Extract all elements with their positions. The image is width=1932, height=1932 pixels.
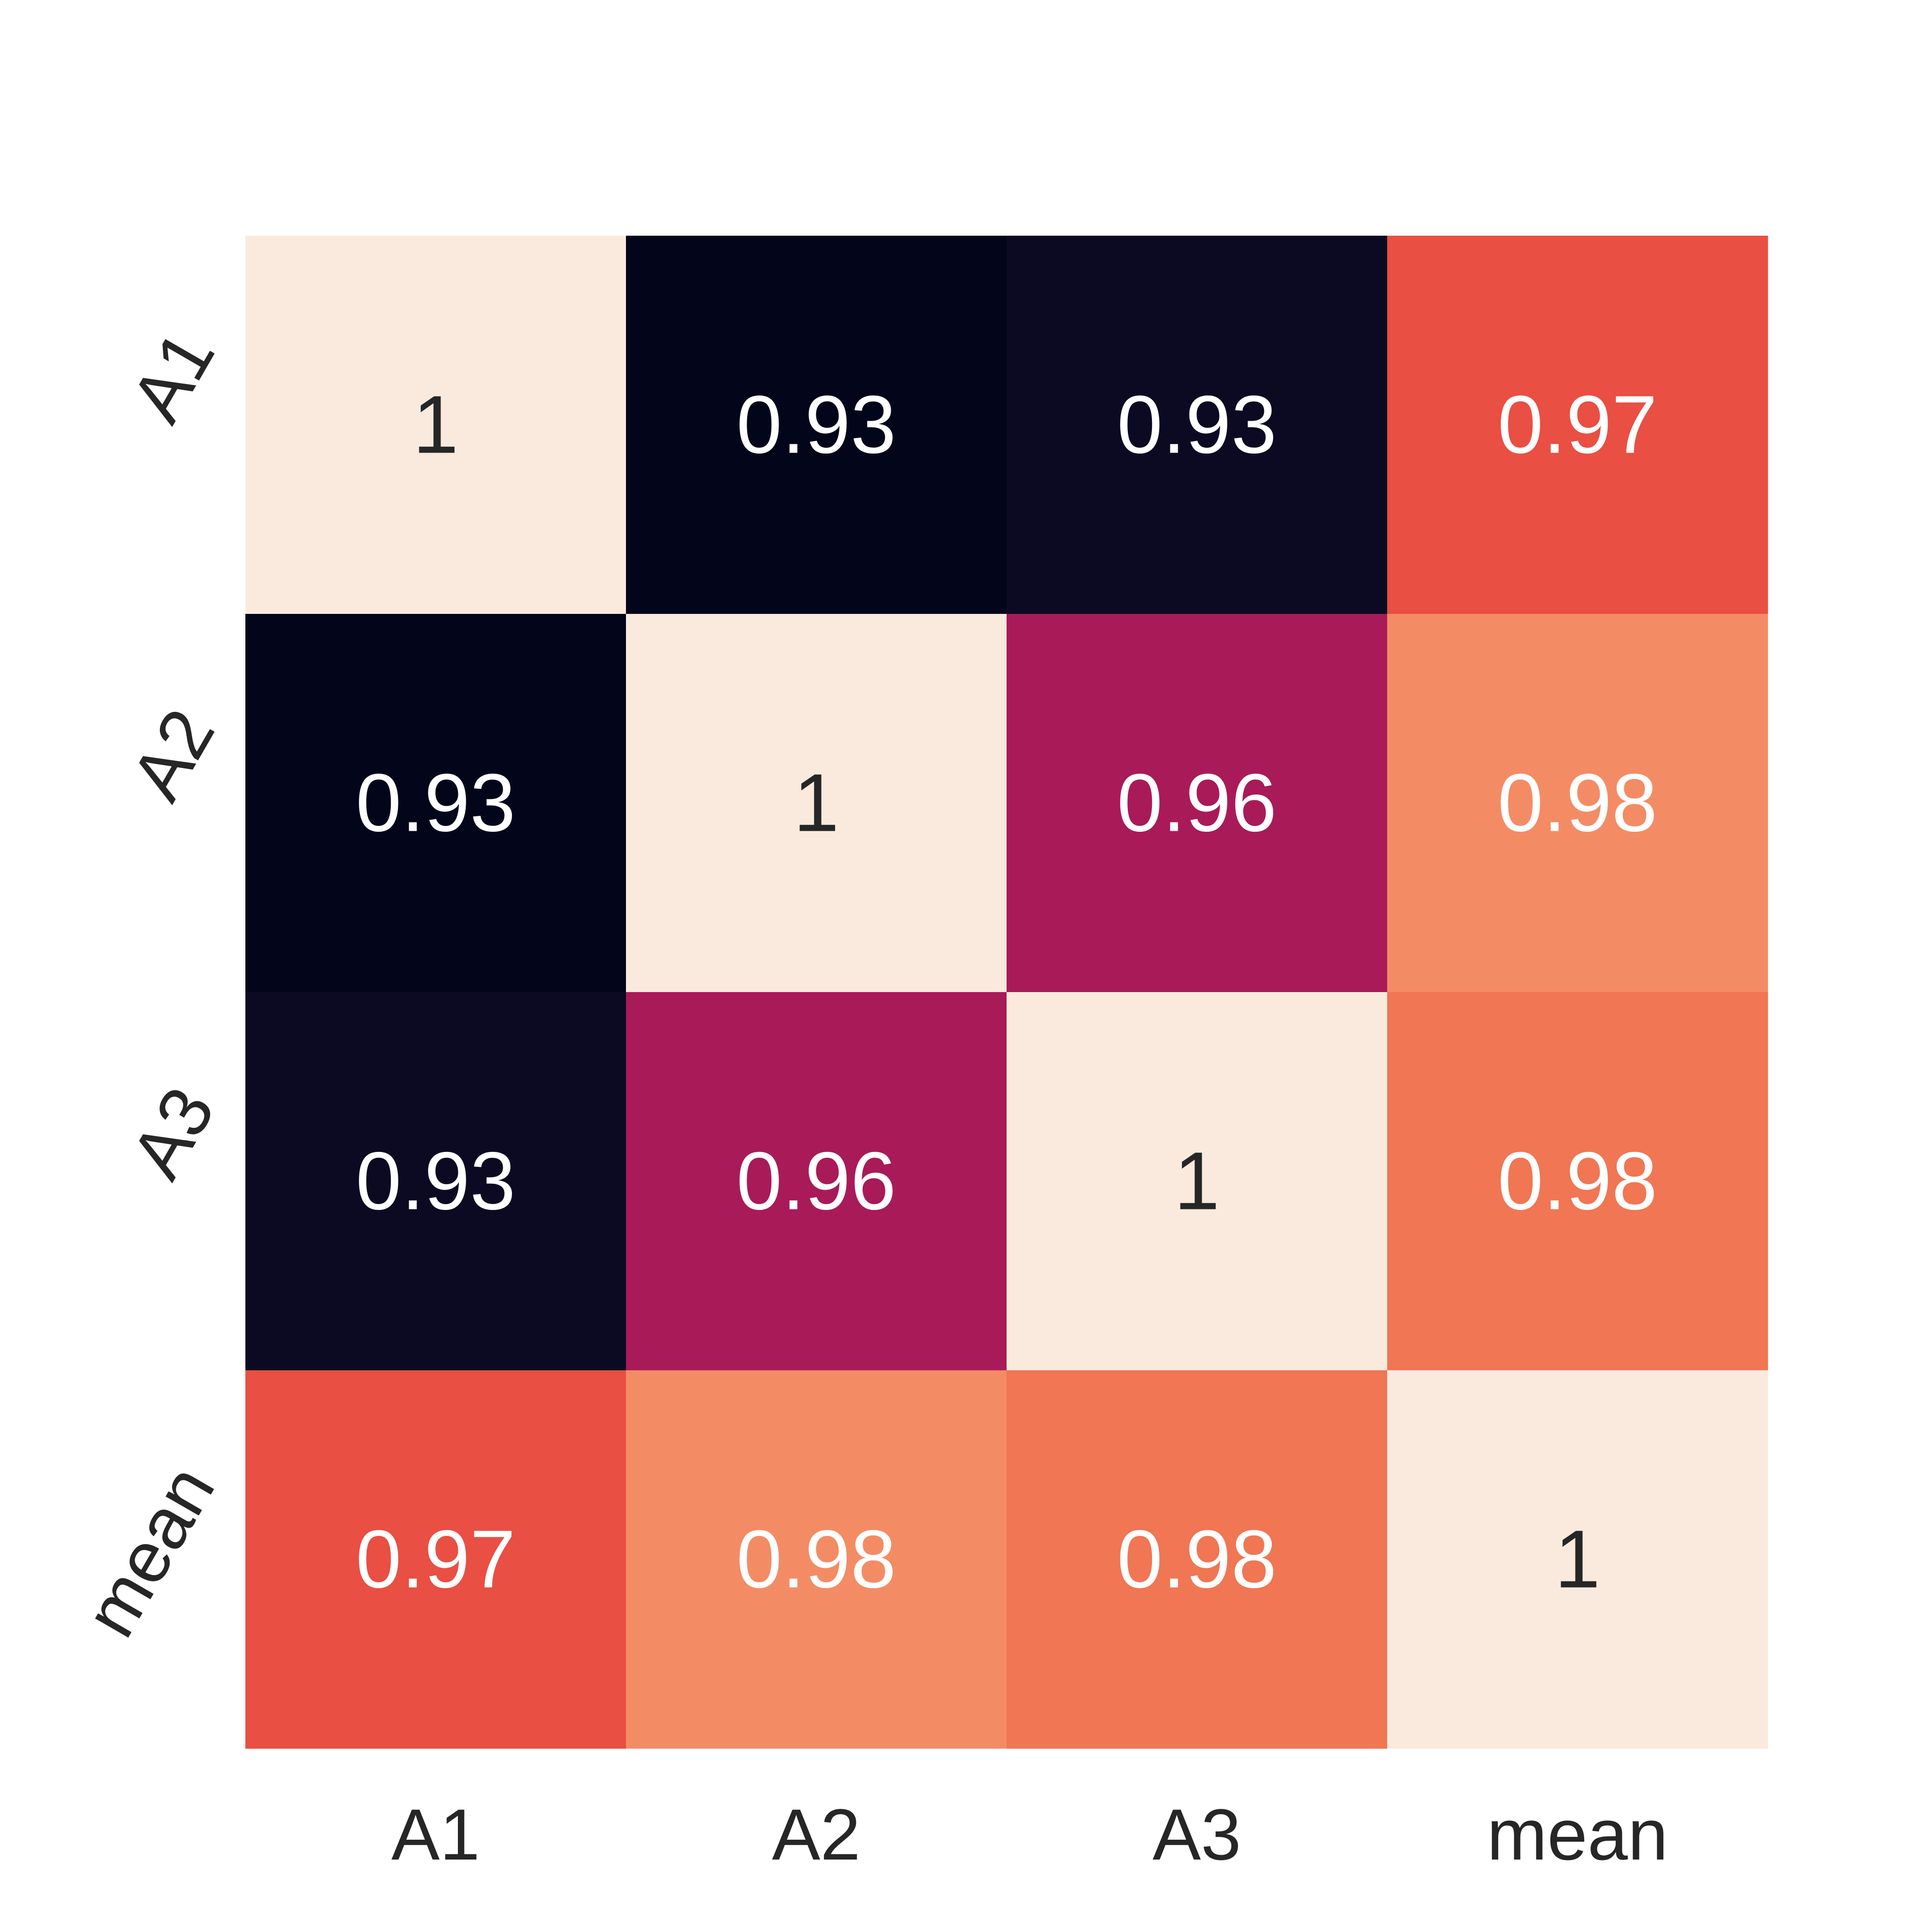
heatmap-cells [245, 236, 1768, 1749]
x-tick-label: A3 [1152, 1794, 1241, 1875]
cell-value-label: 0.98 [1117, 1514, 1277, 1605]
cell-value-label: 0.93 [356, 757, 516, 849]
heatmap-cell-A3-A3 [1007, 992, 1388, 1371]
heatmap-value-labels: 1 0.93 0.93 0.97 0.93 1 0.96 0.98 0.93 0.96 1 0.98 0… [356, 379, 1658, 1605]
cell-value-label: 0.97 [356, 1514, 516, 1605]
x-tick-label: A2 [772, 1794, 860, 1875]
heatmap-cell-A3-A1 [245, 992, 626, 1371]
cell-value-label: 0.98 [737, 1514, 896, 1605]
heatmap-cell-A2-A3 [1007, 614, 1388, 993]
heatmap-cell-A3-mean [1387, 992, 1768, 1371]
x-tick-label: A1 [391, 1794, 480, 1875]
cell-value-label: 0.96 [1117, 757, 1277, 849]
heatmap-cell-A1-mean [1387, 236, 1768, 614]
cell-value-label: 0.96 [737, 1136, 896, 1227]
cell-value-label: 0.93 [737, 379, 896, 471]
x-tick-label: mean [1487, 1794, 1668, 1875]
heatmap-cell-A2-A2 [626, 614, 1007, 993]
heatmap-cell-A1-A2 [626, 236, 1007, 614]
heatmap-cell-mean-A1 [245, 1370, 626, 1749]
heatmap-cell-mean-A3 [1007, 1370, 1388, 1749]
cell-value-label: 0.98 [1498, 757, 1658, 849]
x-axis-tick-labels: A1 A2 A3 mean [391, 1794, 1668, 1875]
heatmap-cell-A1-A1 [245, 236, 626, 614]
heatmap-cell-mean-A2 [626, 1370, 1007, 1749]
heatmap-cell-A1-A3 [1007, 236, 1388, 614]
heatmap-cell-mean-mean [1387, 1370, 1768, 1749]
cell-value-label: 0.98 [1498, 1136, 1658, 1227]
cell-value-label: 1 [1555, 1514, 1601, 1605]
heatmap-cell-A2-mean [1387, 614, 1768, 993]
heatmap-cell-A2-A1 [245, 614, 626, 993]
cell-value-label: 0.93 [1117, 379, 1277, 471]
cell-value-label: 0.97 [1498, 379, 1658, 471]
heatmap-cell-A3-A2 [626, 992, 1007, 1371]
cell-value-label: 1 [1174, 1136, 1220, 1227]
cell-value-label: 1 [413, 379, 459, 471]
cell-value-label: 0.93 [356, 1136, 516, 1227]
cell-value-label: 1 [794, 757, 839, 849]
